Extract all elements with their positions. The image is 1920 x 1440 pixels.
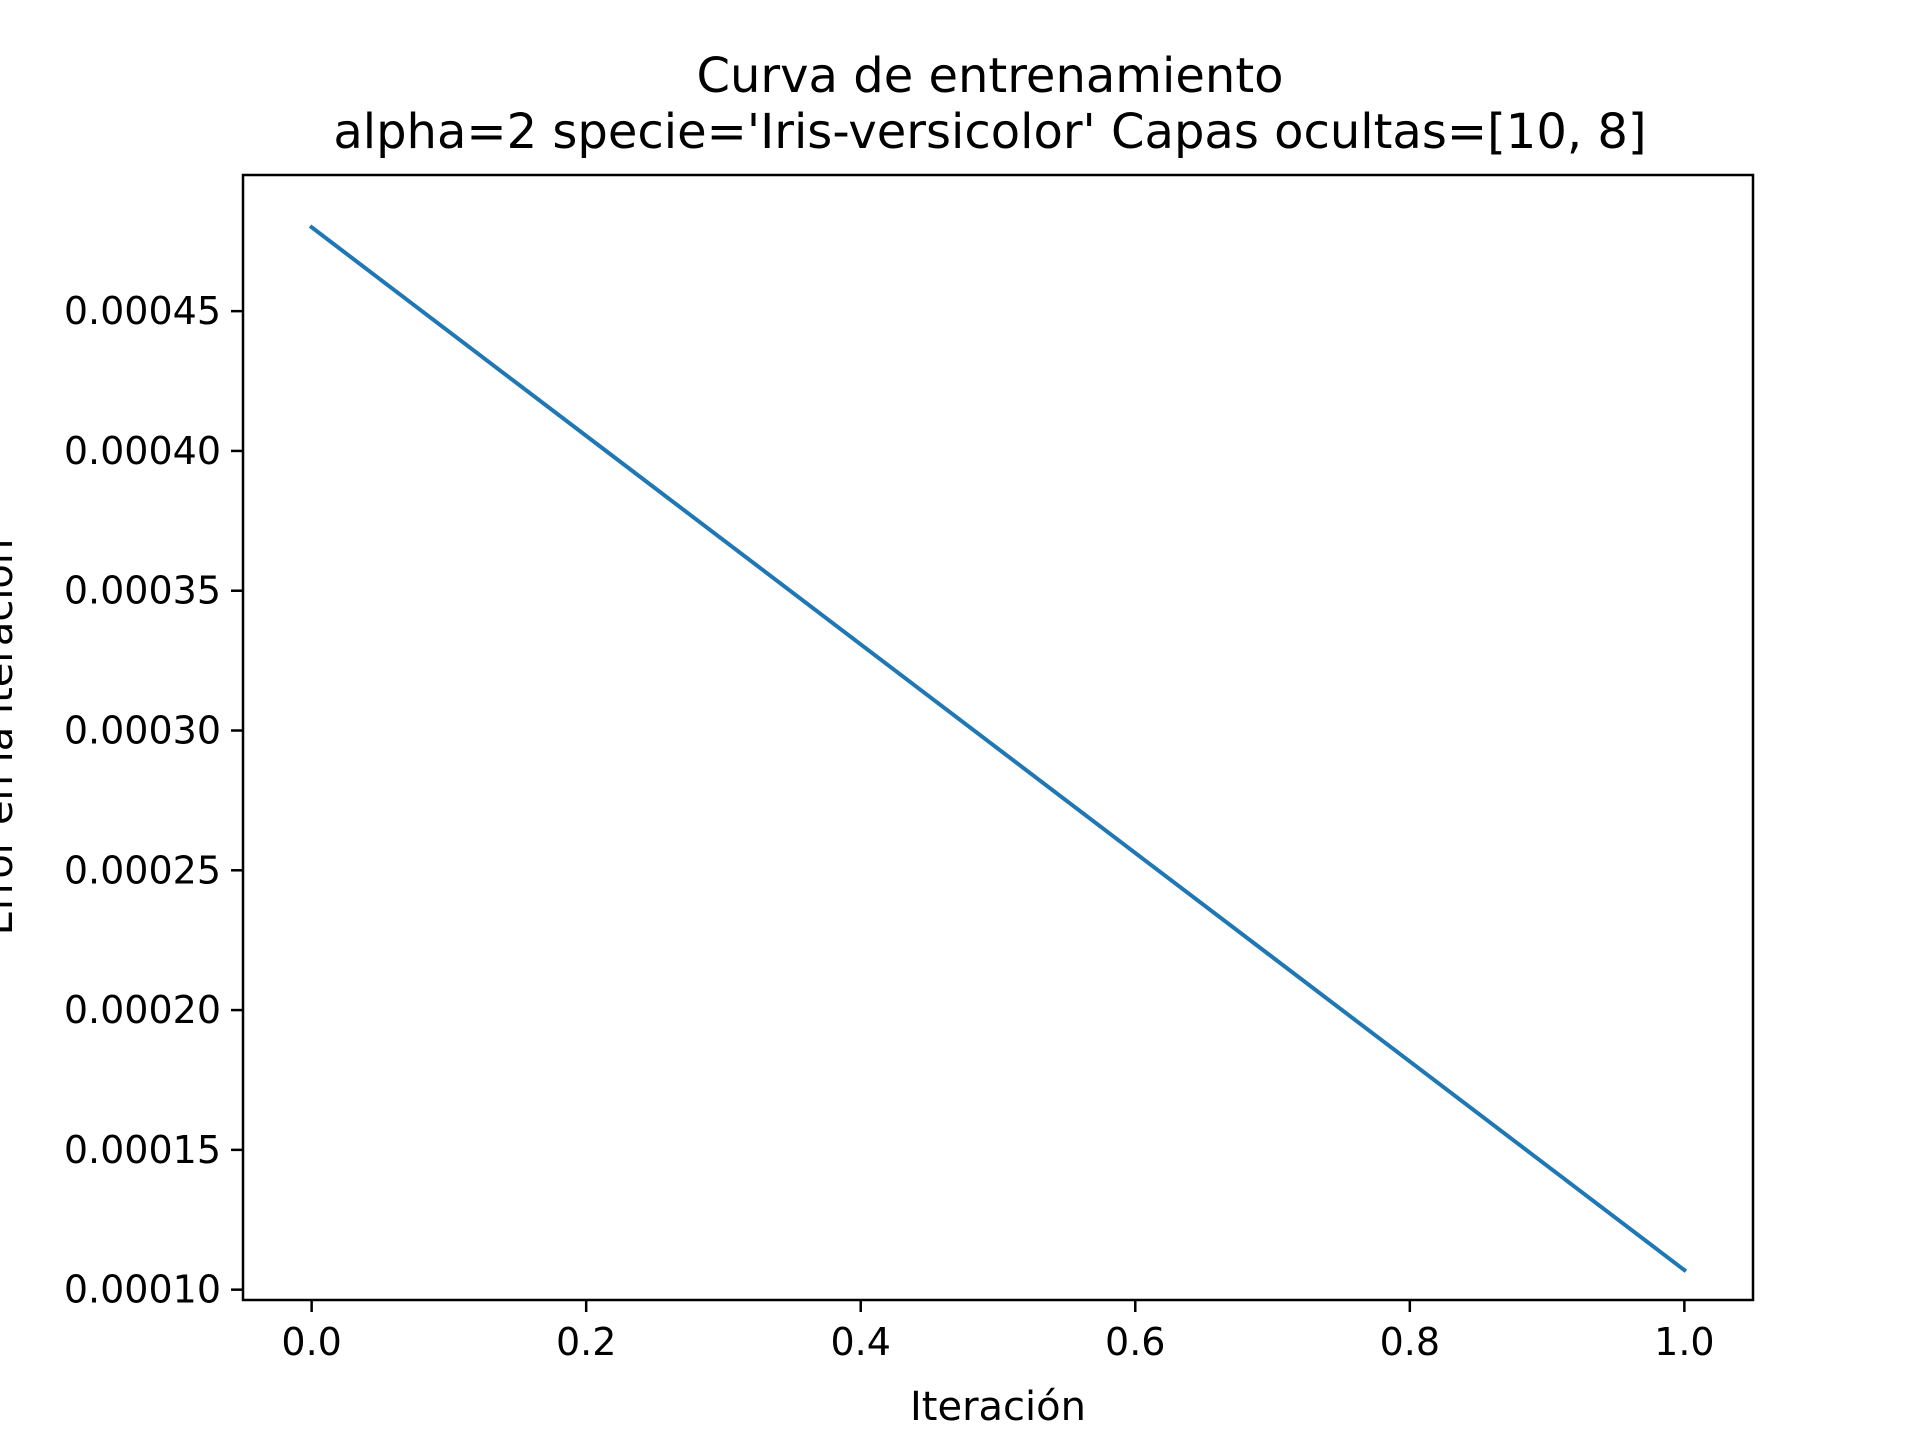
x-tick-label-4: 0.8 <box>1380 1320 1440 1364</box>
y-axis-label: Error en la iteración <box>0 539 22 936</box>
y-tick-label-1: 0.00015 <box>64 1128 221 1172</box>
x-tick-label-3: 0.6 <box>1105 1320 1165 1364</box>
series-line-1 <box>308 224 1688 1273</box>
y-tick-label-2: 0.00020 <box>64 988 221 1032</box>
axis-ticks: 0.0 0.2 0.4 0.6 0.8 1.0 0.00010 0.00015 0.00020 0… <box>64 289 1715 1364</box>
x-tick-label-5: 1.0 <box>1654 1320 1714 1364</box>
plot-area <box>308 224 1688 1273</box>
x-tick-label-1: 0.2 <box>556 1320 616 1364</box>
y-tick-label-7: 0.00045 <box>64 289 221 333</box>
y-tick-label-4: 0.00030 <box>64 709 221 753</box>
x-axis-label: Iteración <box>910 1384 1086 1430</box>
y-tick-label-3: 0.00025 <box>64 848 221 892</box>
y-tick-label-5: 0.00035 <box>64 569 221 613</box>
y-tick-label-6: 0.00040 <box>64 429 221 473</box>
y-tick-label-0: 0.00010 <box>64 1268 221 1312</box>
x-tick-label-2: 0.4 <box>831 1320 891 1364</box>
chart-title: Curva de entrenamiento <box>696 48 1283 104</box>
plot-frame <box>241 173 1755 1302</box>
chart-subtitle: alpha=2 specie='Iris-versicolor' Capas o… <box>333 104 1646 160</box>
x-tick-label-0: 0.0 <box>281 1320 341 1364</box>
